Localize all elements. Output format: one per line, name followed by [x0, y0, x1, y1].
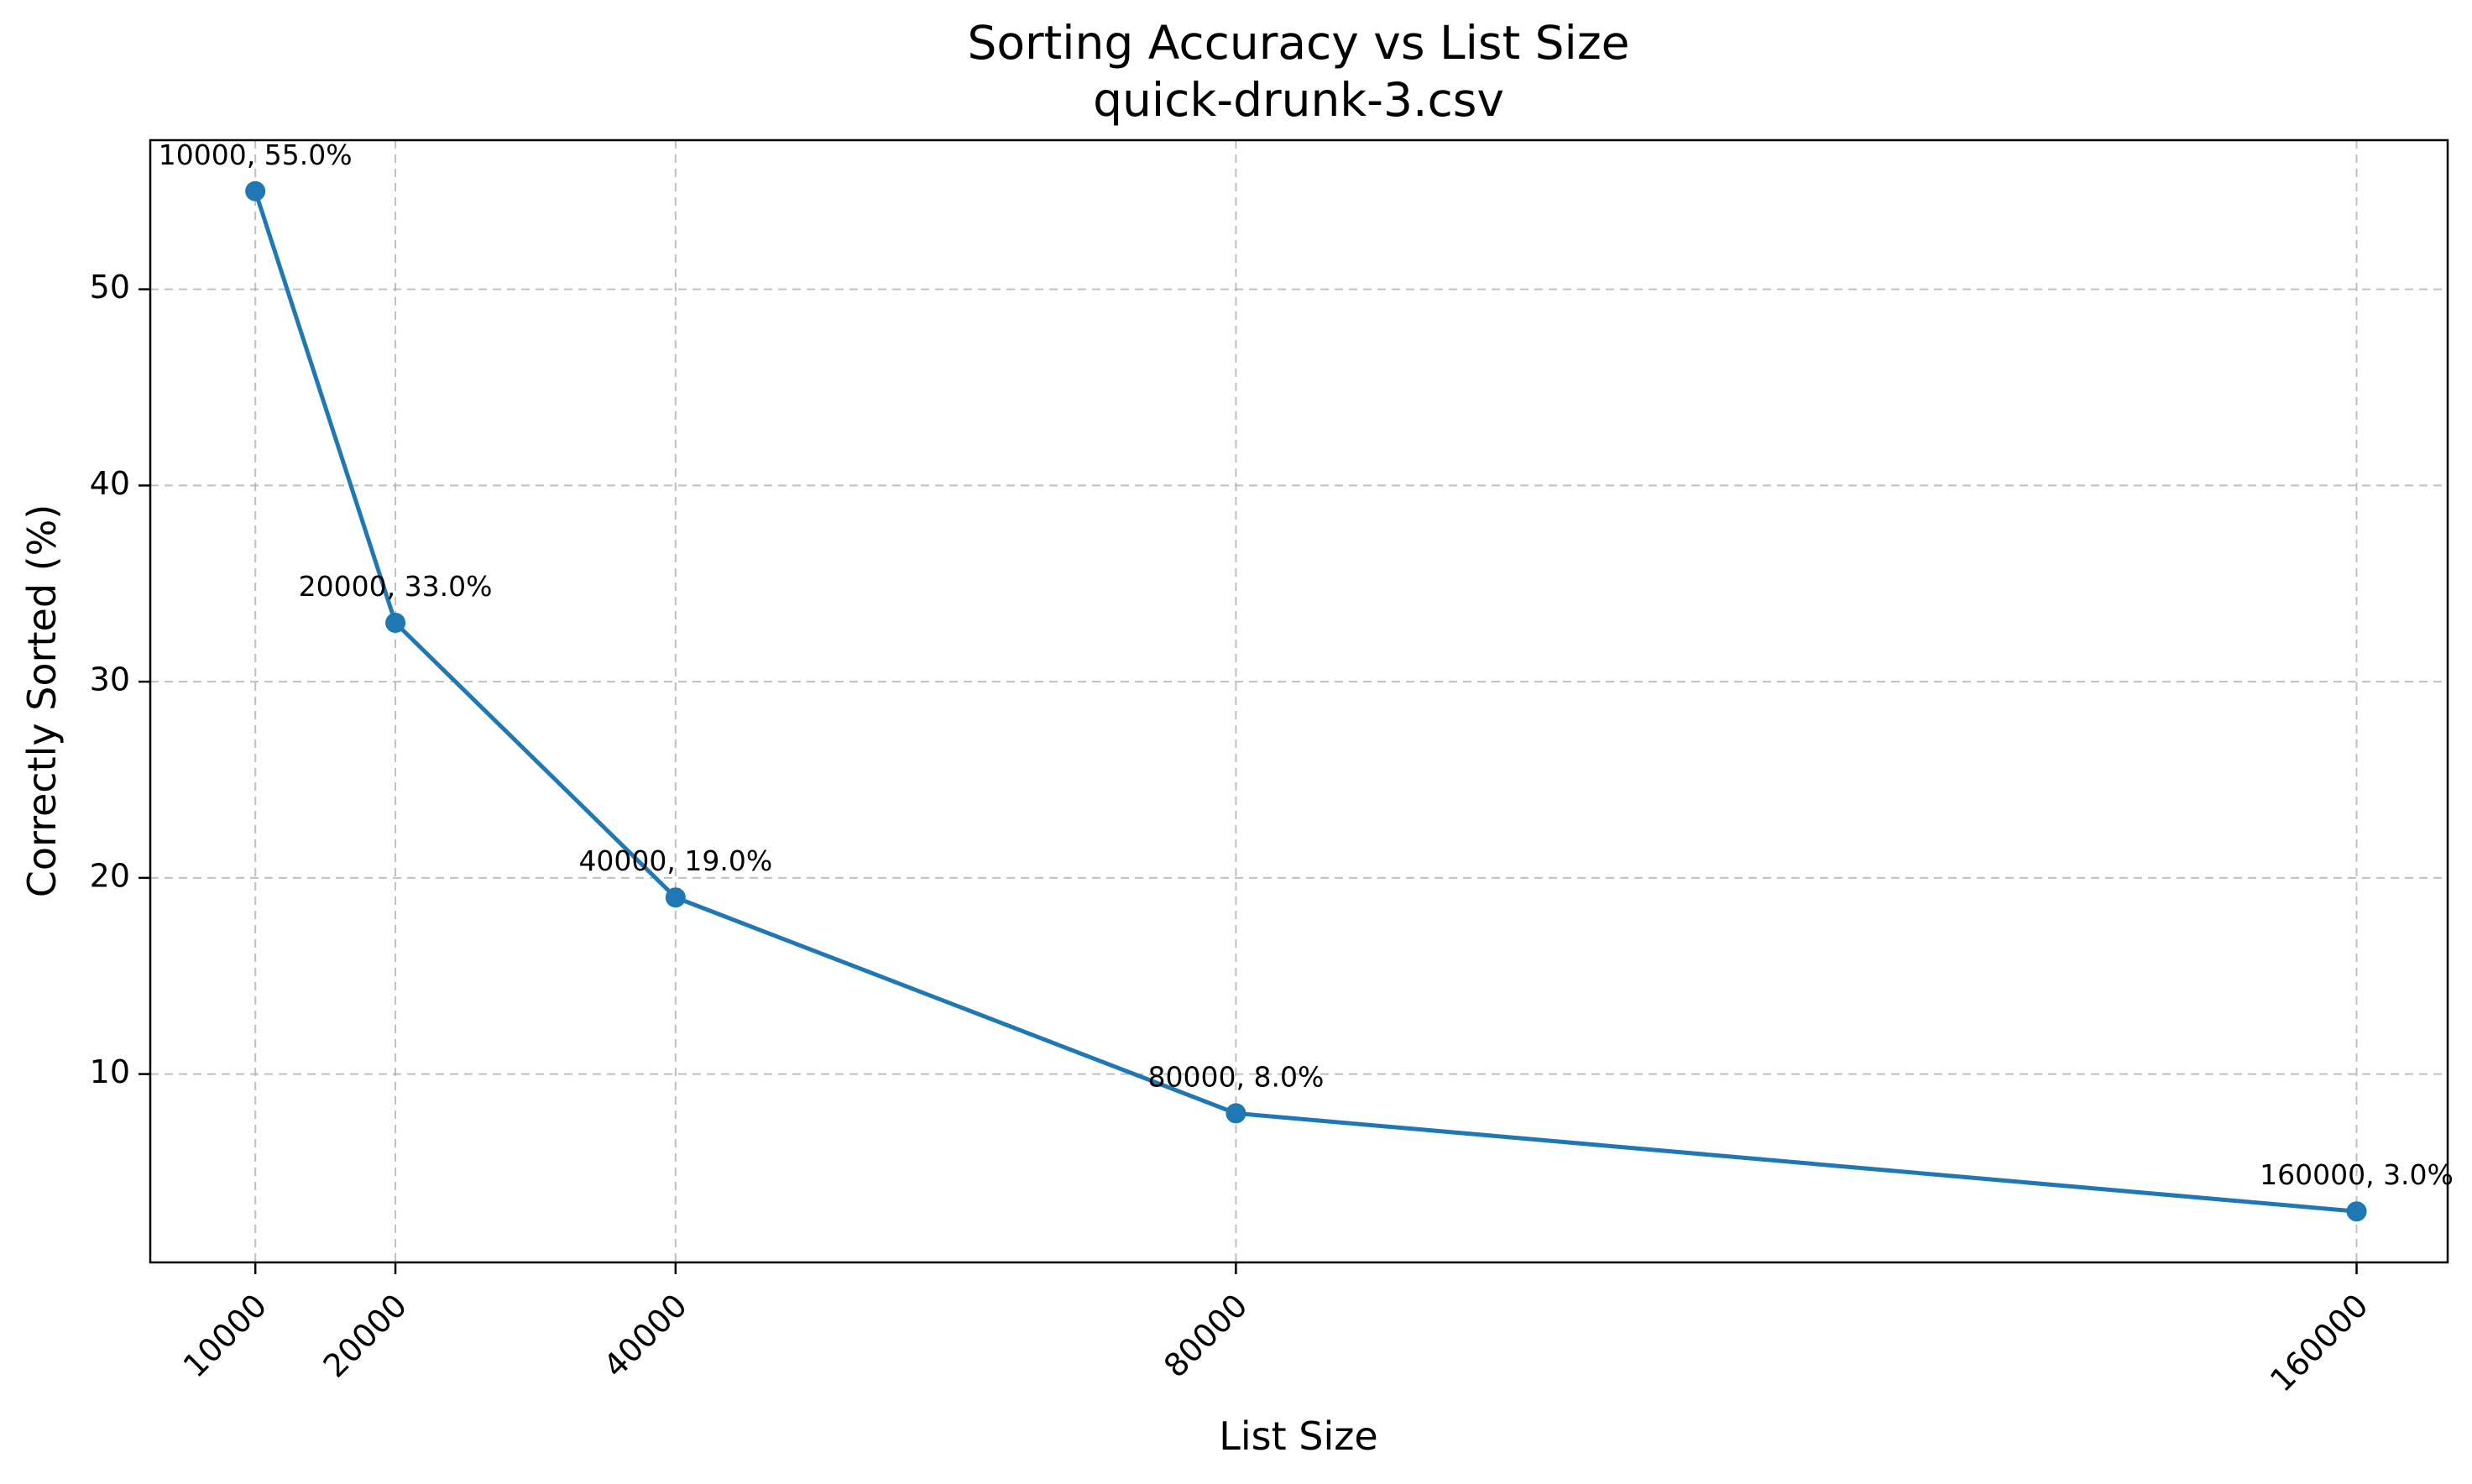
x-axis-label: List Size	[1219, 1413, 1377, 1459]
y-tick-label: 50	[90, 269, 130, 306]
data-point-label: 160000, 3.0%	[2260, 1158, 2454, 1191]
y-tick-label: 30	[90, 661, 130, 698]
chart-title: Sorting Accuracy vs List Size	[967, 16, 1629, 70]
data-point-label: 20000, 33.0%	[299, 570, 493, 603]
point-labels: 10000, 55.0% 20000, 33.0% 40000, 19.0% 8000…	[159, 138, 2454, 1191]
data-point-marker	[1226, 1103, 1246, 1124]
chart-subtitle: quick-drunk-3.csv	[1093, 73, 1504, 127]
data-point-marker	[665, 887, 686, 908]
grid-lines	[150, 140, 2448, 1262]
data-point-marker	[245, 180, 266, 201]
data-point-marker	[385, 613, 406, 634]
y-axis-label: Correctly Sorted (%)	[19, 504, 65, 898]
data-point-marker	[2346, 1201, 2367, 1222]
plot-frame	[149, 138, 2449, 1264]
series-group	[245, 180, 2367, 1222]
y-tick-label: 10	[90, 1053, 130, 1090]
y-tick-label: 20	[90, 857, 130, 894]
data-point-label: 10000, 55.0%	[159, 138, 353, 171]
data-point-label: 40000, 19.0%	[578, 844, 772, 877]
data-point-label: 80000, 8.0%	[1148, 1060, 1325, 1093]
y-tick-label: 40	[90, 465, 130, 502]
